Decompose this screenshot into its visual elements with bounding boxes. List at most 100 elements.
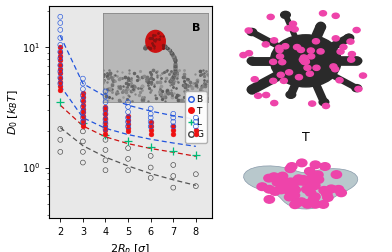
Circle shape [306, 71, 314, 76]
Circle shape [322, 190, 332, 198]
Circle shape [313, 65, 320, 70]
Circle shape [307, 174, 317, 182]
Point [125, 100, 131, 104]
Point [102, 168, 109, 172]
Circle shape [332, 36, 339, 41]
Point [80, 150, 86, 154]
Point [147, 107, 154, 111]
Point [147, 128, 154, 132]
Point [170, 163, 176, 167]
Circle shape [289, 21, 296, 26]
Circle shape [300, 55, 307, 60]
Circle shape [263, 92, 270, 98]
Circle shape [275, 185, 286, 193]
Point [102, 138, 109, 142]
Circle shape [278, 172, 288, 180]
Y-axis label: $D_0\;[k_BT]$: $D_0\;[k_BT]$ [6, 89, 20, 135]
Point [170, 128, 176, 132]
Point [125, 129, 131, 133]
Circle shape [264, 185, 274, 193]
Circle shape [309, 101, 316, 106]
Point [125, 168, 131, 172]
Point [193, 128, 199, 132]
Circle shape [285, 178, 296, 186]
Point [57, 62, 64, 67]
Circle shape [302, 201, 313, 208]
Circle shape [292, 177, 302, 184]
Point [80, 110, 86, 114]
Circle shape [323, 194, 333, 201]
Point [102, 116, 109, 120]
Circle shape [287, 180, 297, 188]
Point [193, 153, 199, 157]
Point [80, 124, 86, 129]
Point [102, 122, 109, 126]
Circle shape [269, 173, 279, 180]
Point [193, 132, 199, 136]
Circle shape [294, 177, 305, 185]
Point [125, 122, 131, 126]
Point [57, 36, 64, 40]
Circle shape [310, 201, 321, 208]
Circle shape [348, 51, 356, 57]
Circle shape [310, 182, 320, 190]
Circle shape [270, 188, 280, 195]
Point [170, 116, 176, 120]
Circle shape [285, 193, 295, 201]
Circle shape [289, 192, 299, 199]
Circle shape [245, 28, 252, 33]
Point [147, 112, 154, 116]
Point [147, 120, 154, 124]
Circle shape [291, 27, 298, 32]
Circle shape [296, 198, 307, 205]
Circle shape [288, 183, 298, 191]
Circle shape [313, 176, 324, 183]
Circle shape [317, 49, 324, 54]
Point [80, 105, 86, 109]
Circle shape [299, 176, 309, 183]
Point [125, 125, 131, 130]
Circle shape [287, 179, 298, 186]
Circle shape [247, 86, 257, 93]
Point [147, 154, 154, 158]
Point [147, 120, 154, 124]
Circle shape [257, 183, 267, 191]
Point [57, 43, 64, 47]
Point [125, 124, 131, 129]
Point [57, 80, 64, 84]
Circle shape [308, 176, 318, 183]
Point [170, 112, 176, 116]
Point [57, 50, 64, 54]
Point [170, 174, 176, 178]
Point [80, 161, 86, 165]
Circle shape [333, 185, 344, 193]
Circle shape [277, 72, 284, 77]
Point [102, 105, 109, 109]
Circle shape [309, 195, 319, 203]
Point [102, 107, 109, 111]
Circle shape [279, 184, 290, 192]
Circle shape [294, 45, 301, 50]
Circle shape [285, 165, 296, 172]
Circle shape [307, 48, 314, 53]
Point [102, 100, 109, 104]
Circle shape [353, 27, 360, 33]
Circle shape [319, 11, 327, 16]
Circle shape [302, 185, 312, 193]
Point [193, 116, 199, 120]
Point [80, 120, 86, 124]
Point [80, 103, 86, 107]
Circle shape [332, 13, 339, 18]
Circle shape [276, 48, 283, 53]
Point [80, 110, 86, 114]
Circle shape [355, 86, 362, 92]
Circle shape [296, 75, 303, 80]
Point [147, 124, 154, 129]
Point [193, 124, 199, 129]
Point [102, 158, 109, 162]
Circle shape [291, 200, 301, 207]
Circle shape [331, 171, 341, 178]
X-axis label: $2R_p\;[\sigma]$: $2R_p\;[\sigma]$ [111, 243, 150, 252]
Circle shape [330, 64, 337, 69]
Circle shape [270, 35, 341, 87]
